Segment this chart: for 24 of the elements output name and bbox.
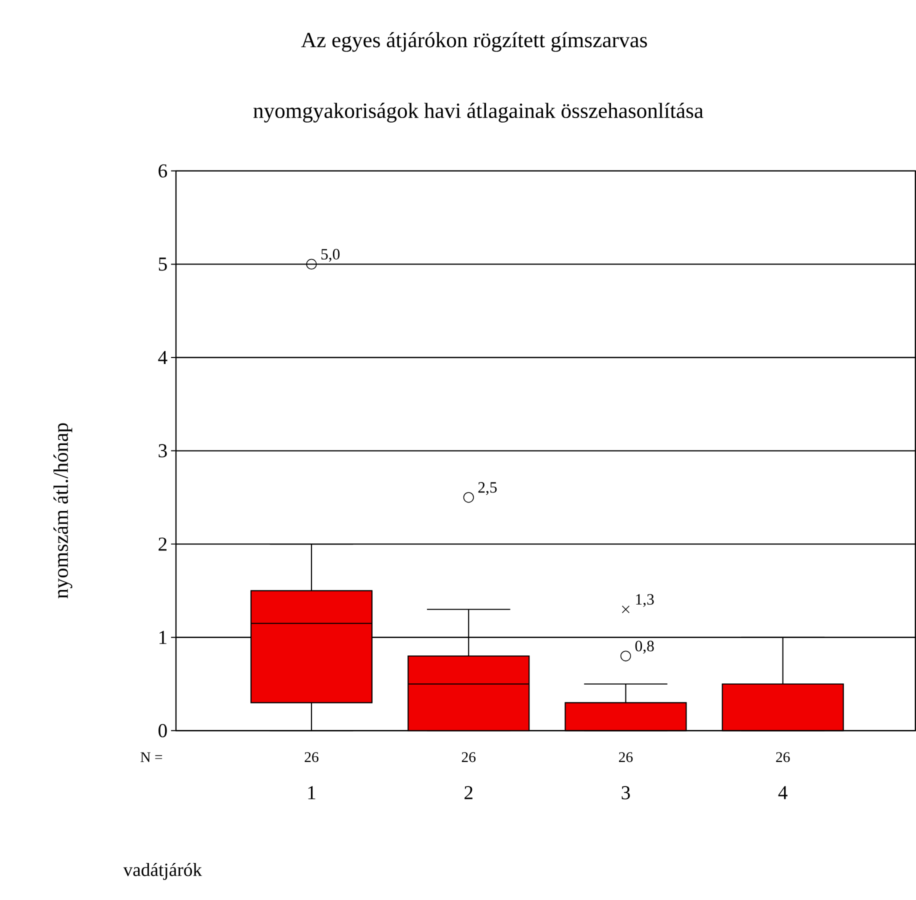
x-tick-label: 4 [778, 786, 788, 800]
y-tick-label: 1 [160, 631, 166, 644]
x-tick-label: 3 [622, 786, 630, 800]
chart-subtitle: nyomgyakoriságok havi átlagainak összehasonlítása [253, 103, 704, 123]
text: 26 [304, 752, 318, 762]
chart-title: Az egyes átjárókon rögzített gímszarvas [301, 32, 647, 52]
y-tick-label: 4 [158, 351, 168, 364]
x-axis-title: vadátjárók [123, 863, 202, 880]
text: 26 [462, 752, 476, 762]
y-tick-label: 2 [158, 538, 167, 551]
annotation: 0,8 [635, 641, 654, 654]
text: 26 [776, 752, 790, 762]
annotation: 2,5 [478, 482, 497, 496]
y-tick-label: 6 [158, 164, 168, 178]
annotation: 1,3 [636, 594, 654, 608]
x-tick-label: 1 [308, 786, 316, 800]
y-axis-title: nyomszám átl./hónap [53, 423, 72, 599]
y-tick-label: 0 [158, 724, 167, 738]
annotation: 5,0 [321, 249, 340, 262]
x-tick-label: 2 [464, 786, 472, 800]
text: N = [140, 752, 162, 762]
y-tick-label: 5 [158, 258, 167, 271]
y-tick-label: 3 [158, 444, 167, 458]
text: 26 [619, 752, 633, 762]
